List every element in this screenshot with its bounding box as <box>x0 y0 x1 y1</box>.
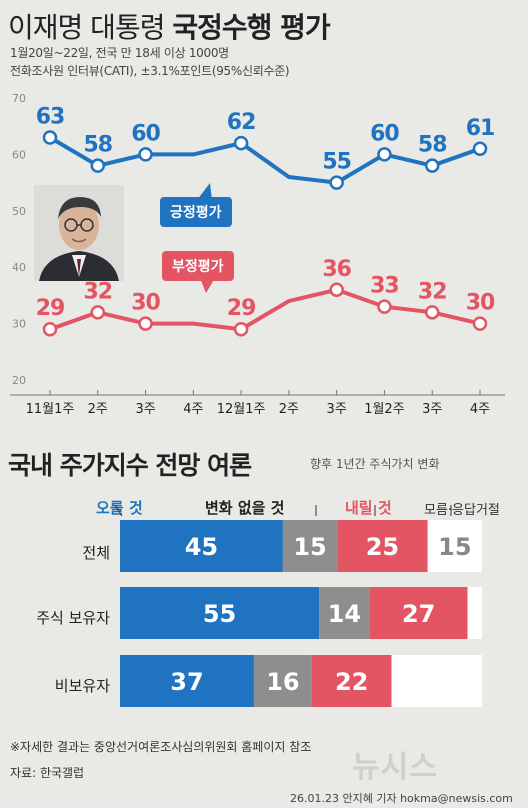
negative-line <box>49 287 481 332</box>
positive-value-label: 55 <box>322 150 351 175</box>
bar-value-label: 15 <box>293 533 326 561</box>
positive-point <box>424 158 440 173</box>
section-note: 향후 1년간 주식가치 변화 <box>310 457 440 471</box>
negative-point <box>329 282 344 298</box>
negative-value-label: 36 <box>322 257 351 282</box>
page-title: 이재명 대통령 국정수행 평가 <box>8 6 331 46</box>
negative-value-label: 29 <box>227 296 256 321</box>
bar-value-label: 14 <box>328 600 361 628</box>
y-tick-label: 40 <box>12 261 26 274</box>
x-tick-label: 3주 <box>422 402 442 417</box>
positive-line <box>48 135 481 185</box>
positive-series-label: 긍정평가 <box>160 197 232 227</box>
source: 자료: 한국갤럽 <box>10 766 85 780</box>
y-tick-label: 50 <box>12 205 26 218</box>
subtitle-period: 1월20일~22일, 전국 만 18세 이상 1000명 <box>10 46 229 60</box>
bar-segment <box>282 520 338 572</box>
approval-line-chart: 20 30 40 50 60 70 11월1주 2주 3주 4주 12월1주 2주 3주 1월2주 3주 4주… <box>10 92 505 417</box>
legend-marker <box>114 504 123 517</box>
negative-point <box>424 305 440 320</box>
negative-point <box>233 321 249 337</box>
y-tick-label: 20 <box>12 374 26 387</box>
bar-value-label: 37 <box>170 668 203 696</box>
bar-value-label: 45 <box>185 533 218 561</box>
y-tick-label: 70 <box>12 92 26 105</box>
negative-value-label: 32 <box>83 279 112 304</box>
portrait-photo <box>34 185 124 281</box>
positive-point <box>138 147 153 162</box>
stock-outlook-bar-chart: 45 15 25 15 55 14 27 37 16 22 <box>114 504 482 707</box>
title-bold: 국정수행 평가 <box>172 11 330 44</box>
negative-value-label: 32 <box>418 279 447 304</box>
x-tick-label: 2주 <box>88 402 108 417</box>
x-tick-label: 3주 <box>327 402 347 417</box>
positive-point <box>42 130 58 145</box>
negative-value-label: 33 <box>370 274 399 299</box>
row-label-nonholders: 비보유자 <box>54 677 110 695</box>
positive-point <box>90 158 106 173</box>
x-tick-label: 11월1주 <box>26 402 75 417</box>
x-tick-label: 12월1주 <box>217 402 266 417</box>
positive-value-label: 60 <box>370 121 399 146</box>
bar-value-label: 15 <box>438 533 471 561</box>
legend-fall: 내릴 것 <box>345 499 392 517</box>
bar-value-label: 16 <box>266 668 299 696</box>
positive-value-label: 60 <box>131 121 160 146</box>
row-label-holders: 주식 보유자 <box>36 609 110 627</box>
bar-segment <box>120 655 254 707</box>
x-tick-label: 2주 <box>279 402 299 417</box>
positive-point <box>233 135 249 151</box>
bar-segment <box>120 520 283 572</box>
bar-segment <box>391 655 482 707</box>
bar-segment <box>120 587 320 639</box>
positive-point <box>472 141 488 157</box>
x-tick-label: 1월2주 <box>364 402 405 417</box>
positive-point <box>329 175 344 190</box>
bar-segment <box>319 587 370 639</box>
title-light: 이재명 대통령 <box>8 11 165 44</box>
y-tick-label: 30 <box>12 318 26 331</box>
credit-line: 26.01.23 안지혜 기자 hokma@newsis.com <box>290 792 513 805</box>
bar-segment <box>253 655 312 707</box>
x-tick-label: 4주 <box>183 402 203 417</box>
negative-label-pointer <box>200 278 215 293</box>
bar-segment <box>427 520 482 572</box>
legend-unknown: 모름·응답거절 <box>424 503 500 518</box>
section-title: 국내 주가지수 전망 여론 <box>8 451 252 480</box>
positive-value-label: 58 <box>418 133 447 158</box>
bar-segment <box>369 587 468 639</box>
negative-point <box>42 321 58 337</box>
x-tick-label: 3주 <box>135 402 155 417</box>
positive-value-label: 58 <box>83 133 112 158</box>
x-tick-label: 4주 <box>470 402 490 417</box>
bar-segment <box>337 520 428 572</box>
row-label-total: 전체 <box>82 544 110 562</box>
bar-value-label: 25 <box>366 533 399 561</box>
positive-value-label: 63 <box>36 104 65 129</box>
negative-value-label: 29 <box>36 296 65 321</box>
positive-point <box>377 147 392 162</box>
bar-segment <box>467 587 482 639</box>
negative-point <box>377 299 392 314</box>
legend-rise: 오를 것 <box>96 499 143 517</box>
negative-point <box>90 305 106 320</box>
footnote: ※자세한 결과는 중앙선거여론조사심의위원회 홈페이지 참조 <box>10 740 312 754</box>
negative-point <box>472 316 488 331</box>
positive-value-label: 61 <box>466 116 495 141</box>
bar-segment <box>311 655 392 707</box>
negative-value-label: 30 <box>131 291 160 316</box>
positive-label-pointer <box>197 183 212 200</box>
bar-value-label: 27 <box>402 600 435 628</box>
newsis-logo: 뉴시스 <box>352 742 438 786</box>
logo-text: 뉴시스 <box>352 750 438 785</box>
negative-series-label: 부정평가 <box>162 251 234 281</box>
bar-value-label: 22 <box>335 668 368 696</box>
positive-value-label: 62 <box>227 110 256 135</box>
subtitle-method: 전화조사원 인터뷰(CATI), ±3.1%포인트(95%신뢰수준) <box>10 64 290 78</box>
bar-value-label: 55 <box>203 600 236 628</box>
negative-point <box>138 316 153 331</box>
negative-value-label: 30 <box>466 291 495 316</box>
legend-nochange: 변화 없을 것 <box>205 499 285 517</box>
y-tick-label: 60 <box>12 148 26 161</box>
